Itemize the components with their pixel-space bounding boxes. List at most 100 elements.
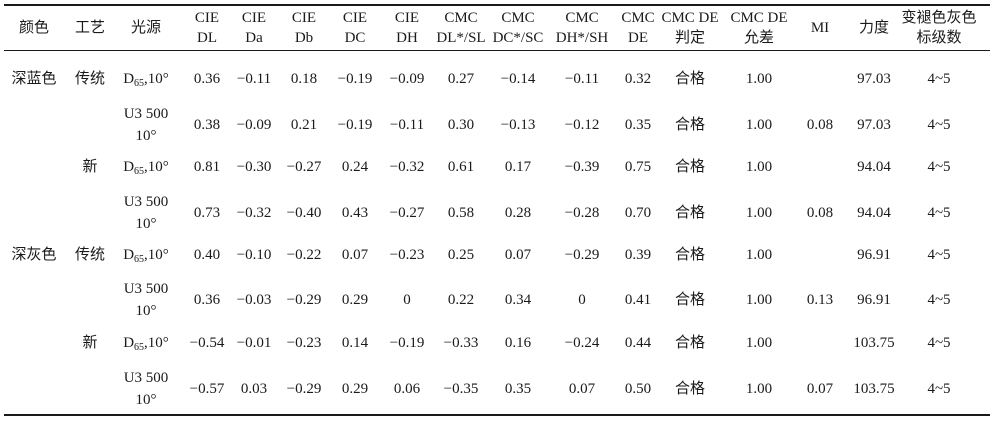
cell-value: −0.11 xyxy=(564,71,600,87)
cell-value: 0.43 xyxy=(341,205,369,221)
cell-value: 1.00 xyxy=(745,159,773,175)
cell-value: −0.27 xyxy=(286,159,322,175)
cell-light-source: D65,10° xyxy=(123,71,169,89)
cell-value: −0.19 xyxy=(337,71,373,87)
cell-value: −0.14 xyxy=(500,71,536,87)
cell-value: 0.58 xyxy=(447,205,475,221)
cell-value: 103.75 xyxy=(853,381,895,397)
cell-value: 0.08 xyxy=(806,117,834,133)
cell-value: 94.04 xyxy=(857,205,891,221)
cell-value: 96.91 xyxy=(857,247,891,263)
header-cell: 变褪色灰色 标级数 xyxy=(901,10,977,46)
cell-value: −0.57 xyxy=(189,381,225,397)
cell-value: −0.28 xyxy=(564,205,600,221)
cell-value: 103.75 xyxy=(853,335,895,351)
cell-value: 4~5 xyxy=(927,247,951,263)
header-cell: CMC DE 允差 xyxy=(730,10,788,46)
header-cell: 光源 xyxy=(130,20,161,36)
cell-value: 0.13 xyxy=(806,292,834,308)
cell-color: 深蓝色 xyxy=(11,71,57,87)
header-cell: CMC DC*/SC xyxy=(492,10,544,46)
cell-value: 合格 xyxy=(674,205,705,221)
cell-value: 0.08 xyxy=(806,205,834,221)
cell-process: 新 xyxy=(82,335,98,351)
cell-value: 0.07 xyxy=(568,381,596,397)
cell-value: −0.24 xyxy=(564,335,600,351)
header-cell: CIE DC xyxy=(342,10,368,46)
cell-value: −0.19 xyxy=(389,335,425,351)
cell-value: −0.09 xyxy=(389,71,425,87)
cell-color: 深灰色 xyxy=(11,247,57,263)
cell-process: 传统 xyxy=(74,71,105,87)
cell-value: −0.32 xyxy=(236,205,272,221)
cell-value: −0.32 xyxy=(389,159,425,175)
cell-value: −0.39 xyxy=(564,159,600,175)
header-cell: CMC DE xyxy=(621,10,655,46)
cell-value: 0.03 xyxy=(240,381,268,397)
cell-value: 0.36 xyxy=(193,292,221,308)
header-cell: 颜色 xyxy=(18,20,49,36)
cell-value: 1.00 xyxy=(745,205,773,221)
header-cell: CIE Db xyxy=(291,10,317,46)
cell-value: 合格 xyxy=(674,381,705,397)
cell-value: −0.13 xyxy=(500,117,536,133)
cell-value: 0.29 xyxy=(341,292,369,308)
cell-value: −0.10 xyxy=(236,247,272,263)
cell-light-source: D65,10° xyxy=(123,247,169,265)
top-rule xyxy=(4,4,990,6)
cell-value: 0.18 xyxy=(290,71,318,87)
cell-value: −0.23 xyxy=(286,335,322,351)
cell-value: −0.27 xyxy=(389,205,425,221)
cell-value: −0.11 xyxy=(236,71,272,87)
cell-value: 0.36 xyxy=(193,71,221,87)
cell-value: 4~5 xyxy=(927,292,951,308)
cell-value: 0.07 xyxy=(341,247,369,263)
cell-light-source: U3 500 10° xyxy=(123,106,169,144)
cell-value: −0.19 xyxy=(337,117,373,133)
cell-value: 0.75 xyxy=(624,159,652,175)
header-rule xyxy=(4,50,990,51)
cell-value: 97.03 xyxy=(857,71,891,87)
cell-value: 4~5 xyxy=(927,381,951,397)
cell-light-source: U3 500 10° xyxy=(123,370,169,408)
cell-value: 4~5 xyxy=(927,205,951,221)
cell-value: 0.61 xyxy=(447,159,475,175)
cell-value: 0.24 xyxy=(341,159,369,175)
cell-value: 0.22 xyxy=(447,292,475,308)
cell-value: 0.35 xyxy=(624,117,652,133)
cell-value: 0.21 xyxy=(290,117,318,133)
cell-value: 0.29 xyxy=(341,381,369,397)
cell-value: −0.33 xyxy=(443,335,479,351)
cell-value: 合格 xyxy=(674,335,705,351)
cell-value: 0.41 xyxy=(624,292,652,308)
cell-value: 0.34 xyxy=(504,292,532,308)
cell-value: 1.00 xyxy=(745,71,773,87)
cell-value: −0.29 xyxy=(286,292,322,308)
cell-value: 1.00 xyxy=(745,117,773,133)
cell-value: 1.00 xyxy=(745,247,773,263)
cell-value: 0.40 xyxy=(193,247,221,263)
cell-value: 0.25 xyxy=(447,247,475,263)
cell-value: 4~5 xyxy=(927,117,951,133)
cell-value: 4~5 xyxy=(927,159,951,175)
cell-value: 0.07 xyxy=(806,381,834,397)
cell-value: 合格 xyxy=(674,117,705,133)
cell-light-source: U3 500 10° xyxy=(123,194,169,232)
cell-value: 4~5 xyxy=(927,71,951,87)
cell-value: 合格 xyxy=(674,71,705,87)
bottom-rule xyxy=(4,414,990,416)
cell-value: −0.22 xyxy=(286,247,322,263)
cell-light-source: D65,10° xyxy=(123,335,169,353)
cell-value: −0.40 xyxy=(286,205,322,221)
cell-value: 1.00 xyxy=(745,381,773,397)
cell-value: 0.35 xyxy=(504,381,532,397)
header-cell: CMC DL*/SL xyxy=(436,10,486,46)
cell-value: 4~5 xyxy=(927,335,951,351)
header-cell: CMC DH*/SH xyxy=(555,10,609,46)
cell-value: 96.91 xyxy=(857,292,891,308)
cell-value: 0.73 xyxy=(193,205,221,221)
cell-value: 0.44 xyxy=(624,335,652,351)
cell-light-source: D65,10° xyxy=(123,159,169,177)
cell-process: 传统 xyxy=(74,247,105,263)
cell-value: 0.50 xyxy=(624,381,652,397)
